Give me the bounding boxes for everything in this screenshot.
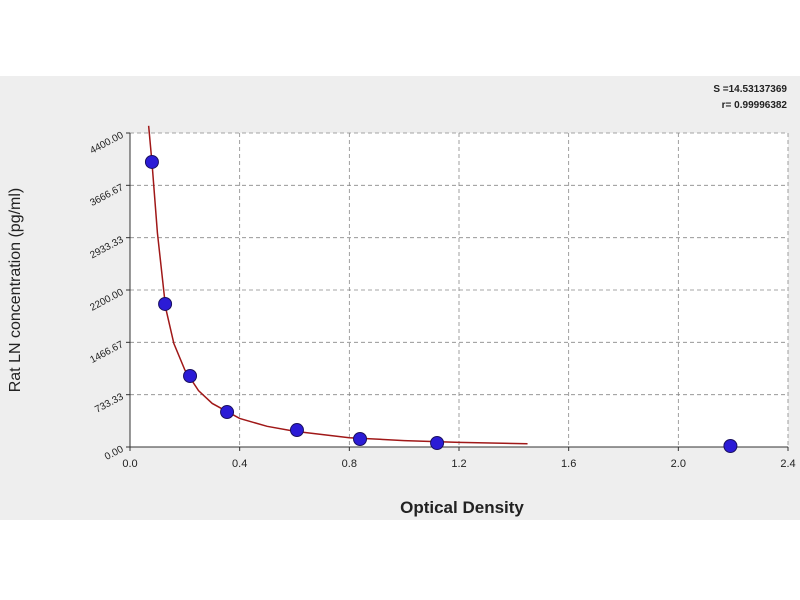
- data-point: [183, 368, 198, 383]
- y-axis-label: Rat LN concentration (pg/ml): [7, 188, 24, 393]
- annotation: r= 0.99996382: [722, 100, 788, 111]
- x-tick-label: 0.4: [232, 458, 247, 470]
- data-point: [430, 436, 445, 451]
- data-point: [723, 439, 738, 454]
- data-point: [289, 423, 304, 438]
- data-point: [144, 154, 159, 169]
- annotation: S =14.53137369: [713, 84, 787, 95]
- data-point: [220, 405, 235, 420]
- x-tick-label: 1.2: [451, 458, 466, 470]
- x-tick-label: 0.0: [122, 458, 137, 470]
- x-tick-label: 2.4: [780, 458, 795, 470]
- x-tick-label: 0.8: [342, 458, 357, 470]
- x-tick-label: 1.6: [561, 458, 576, 470]
- fit-curve: [147, 125, 528, 445]
- data-point: [158, 296, 173, 311]
- data-point: [353, 432, 368, 447]
- curve-group: [147, 125, 528, 445]
- x-axis-label: Optical Density: [400, 498, 524, 517]
- x-tick-label: 2.0: [671, 458, 686, 470]
